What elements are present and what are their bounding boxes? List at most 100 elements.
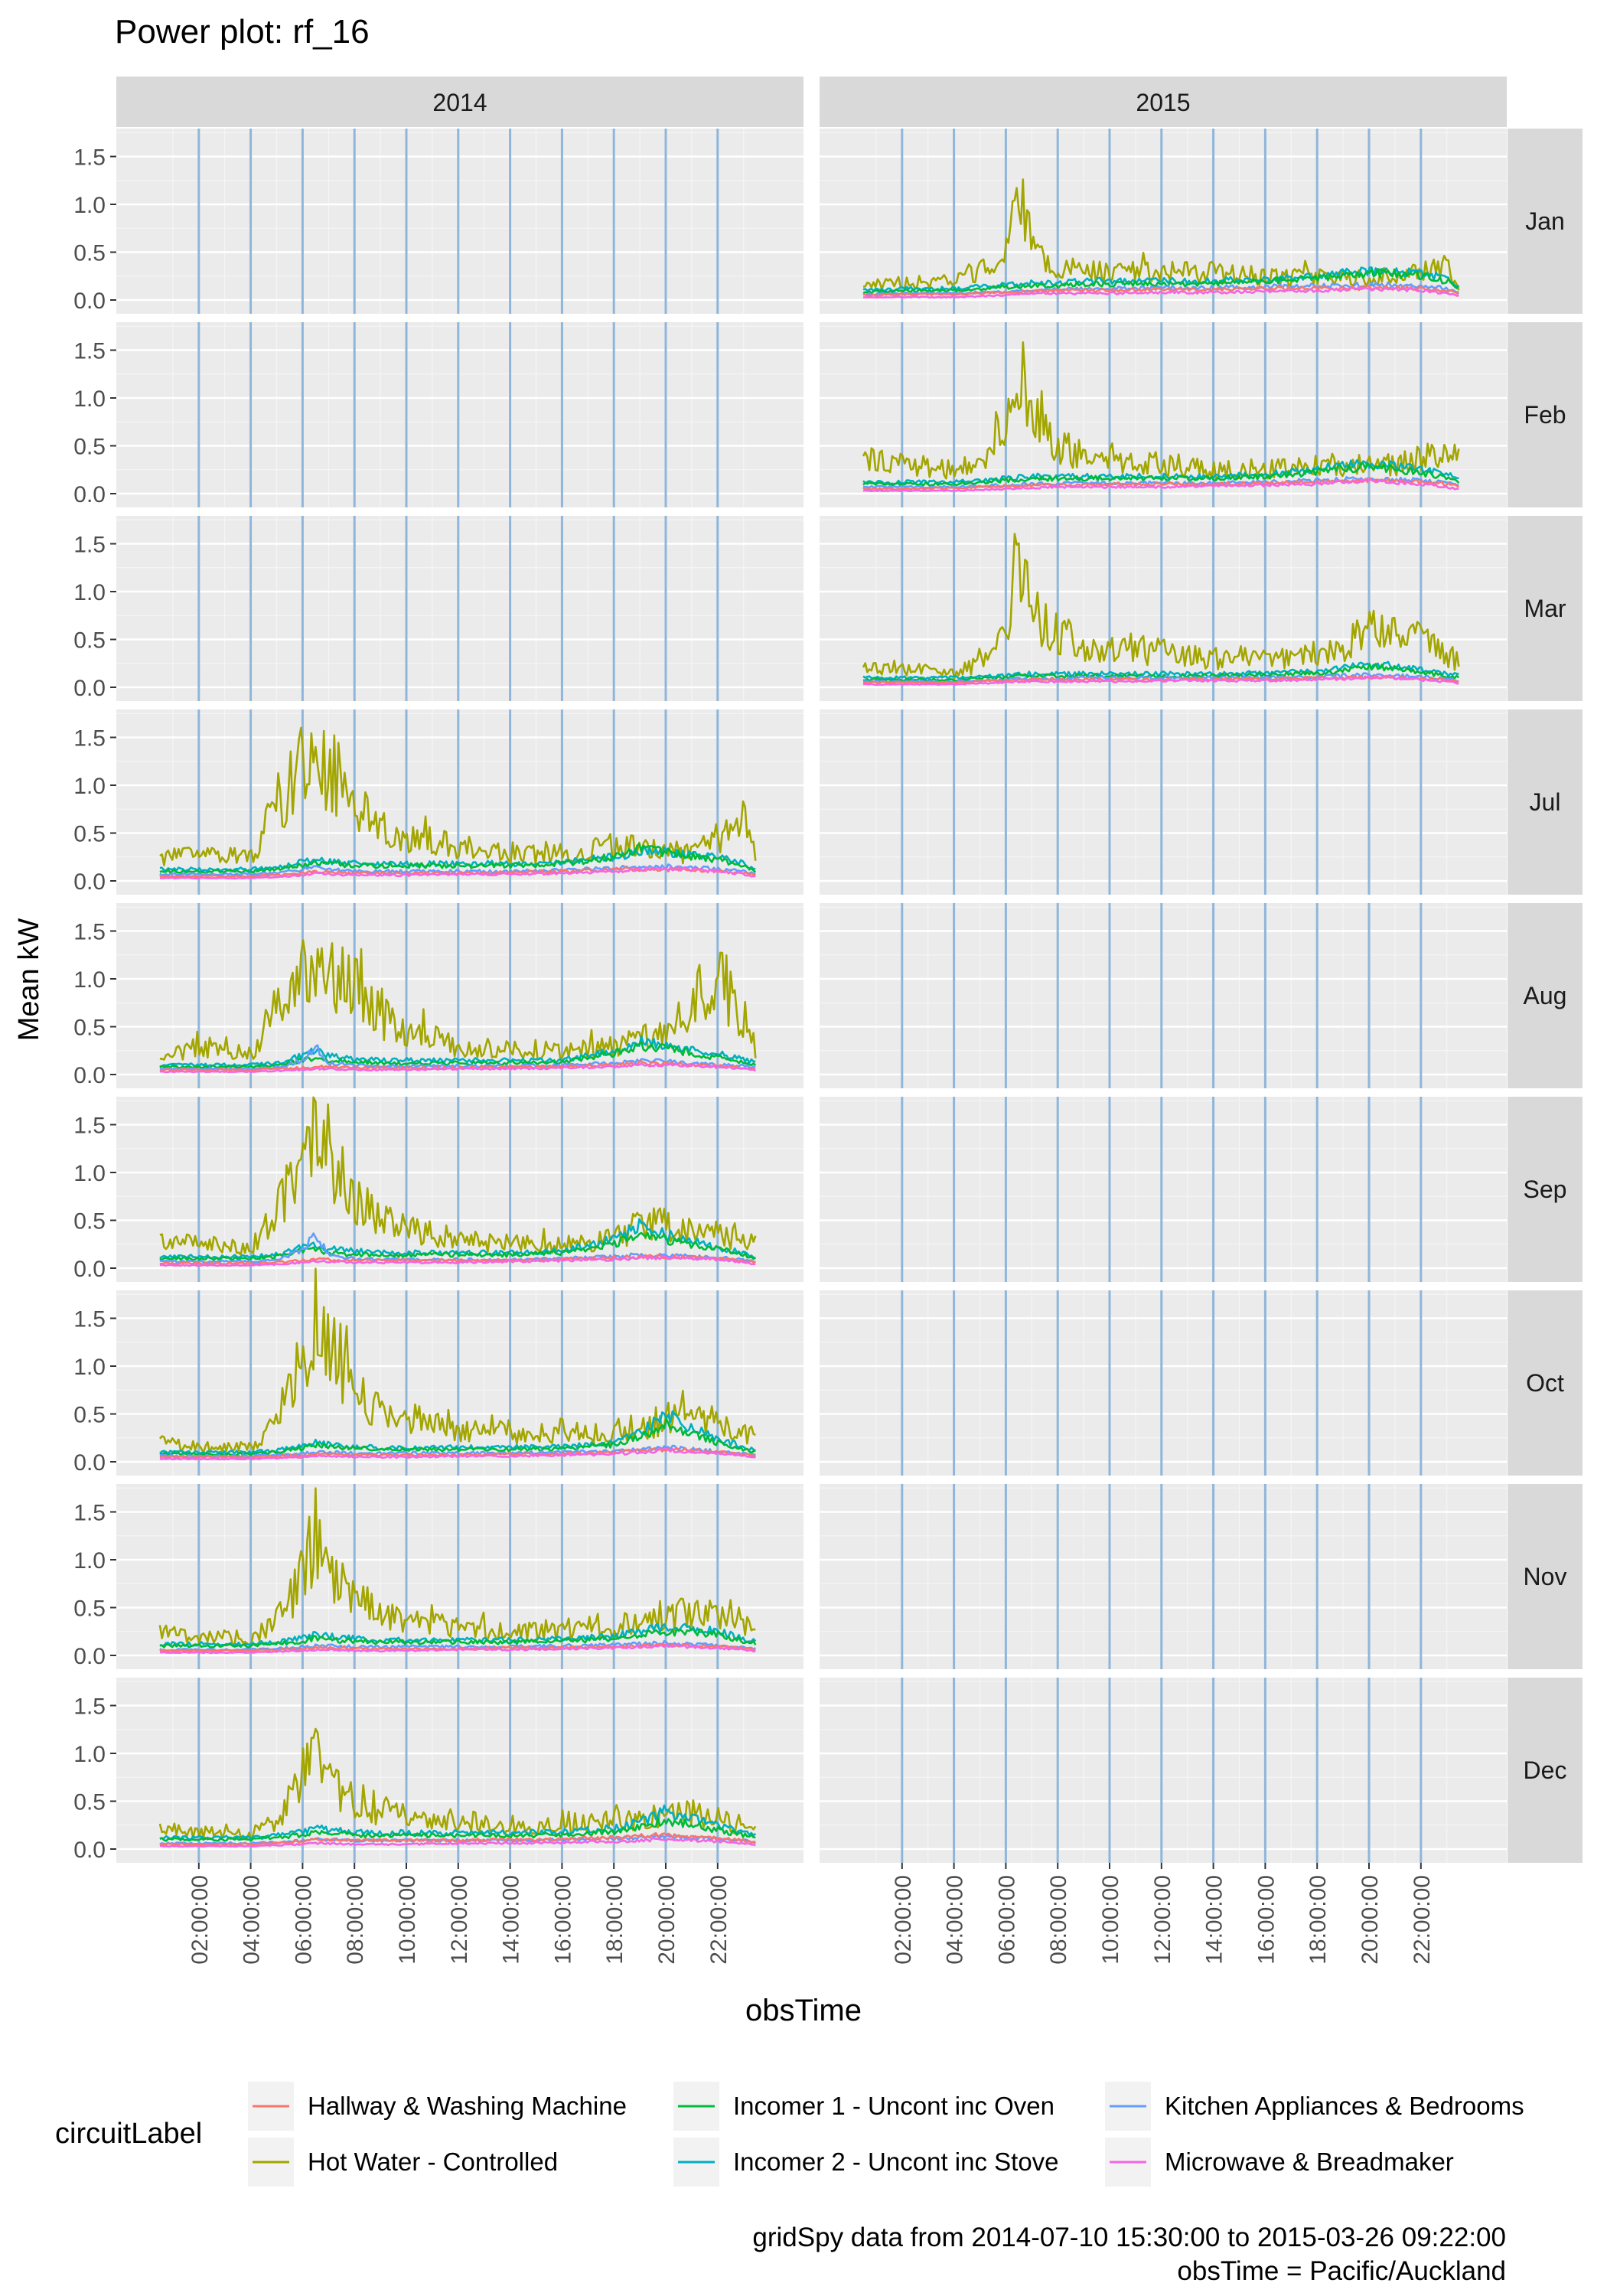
facet-strip-label: 2015 <box>1136 89 1190 116</box>
x-tick-label: 06:00:00 <box>994 1875 1019 1965</box>
series-line-incomer1 <box>159 1417 756 1456</box>
x-tick-label: 22:00:00 <box>706 1875 732 1965</box>
panel-2015-Aug <box>820 903 1507 1088</box>
caption-line-1: gridSpy data from 2014-07-10 15:30:00 to… <box>752 2223 1506 2252</box>
y-tick-label: 0.0 <box>73 1257 106 1282</box>
panel-2014-Aug <box>116 903 804 1088</box>
y-tick-label: 0.5 <box>73 1016 106 1041</box>
series-line-incomer2 <box>159 1623 757 1647</box>
series-line-hot_water <box>158 1267 756 1454</box>
y-tick-label: 1.5 <box>73 145 106 171</box>
series-line-kitchen <box>862 672 1459 683</box>
x-tick-label: 22:00:00 <box>1410 1875 1435 1965</box>
y-tick-label: 1.5 <box>73 1501 106 1526</box>
y-tick-label: 1.0 <box>73 1161 106 1186</box>
panel-2014-Sep <box>116 1096 804 1282</box>
y-tick-label: 1.0 <box>73 580 106 605</box>
panel-2014-Jul <box>116 709 804 895</box>
y-tick-label: 0.0 <box>73 1644 106 1669</box>
series-line-kitchen <box>159 863 756 876</box>
series-line-hot_water <box>159 1096 757 1256</box>
panel-background <box>820 1484 1507 1669</box>
x-tick-label: 16:00:00 <box>550 1875 575 1965</box>
panel-background <box>116 1290 804 1476</box>
y-tick-label: 1.0 <box>73 193 106 218</box>
panel-2014-Dec <box>116 1678 804 1863</box>
panel-background <box>116 516 804 701</box>
y-tick-label: 0.5 <box>73 241 106 266</box>
panel-2014-Mar <box>116 516 804 701</box>
series-line-hallway <box>862 284 1459 297</box>
panel-2014-Oct <box>116 1267 804 1476</box>
facet-strip-month <box>1508 1678 1583 1863</box>
y-tick-label: 1.5 <box>73 920 106 945</box>
facet-strip-month <box>1508 1097 1583 1282</box>
legend-label: Kitchen Appliances & Bedrooms <box>1165 2092 1524 2120</box>
series-line-microwave <box>159 1837 756 1848</box>
panel-background <box>116 903 804 1088</box>
series-line-microwave <box>159 1447 756 1461</box>
x-tick-label: 10:00:00 <box>395 1875 420 1965</box>
legend-title: circuitLabel <box>55 2118 202 2150</box>
legend-label: Microwave & Breadmaker <box>1165 2148 1454 2176</box>
caption-line-2: obsTime = Pacific/Auckland <box>1177 2256 1506 2286</box>
x-tick-label: 06:00:00 <box>291 1875 316 1965</box>
facet-strip-year <box>116 77 804 127</box>
x-tick-label: 08:00:00 <box>1046 1875 1071 1965</box>
series-line-hallway <box>159 1254 756 1266</box>
facet-strip-month <box>1508 322 1583 507</box>
facet-strip-label: Jan <box>1525 207 1565 235</box>
series-line-hot_water <box>862 533 1460 680</box>
series-line-incomer1 <box>862 663 1460 682</box>
panel-2014-Jan <box>116 129 804 314</box>
legend-label: Incomer 1 - Uncont inc Oven <box>733 2092 1054 2120</box>
legend-label: Incomer 2 - Uncont inc Stove <box>733 2148 1059 2176</box>
panel-background <box>820 709 1507 895</box>
facet-strip-label: Jul <box>1530 788 1561 816</box>
x-tick-label: 12:00:00 <box>1150 1875 1175 1965</box>
y-tick-label: 1.5 <box>73 533 106 558</box>
series-line-incomer2 <box>862 458 1459 485</box>
y-tick-label: 0.5 <box>73 1790 106 1815</box>
y-tick-label: 1.0 <box>73 967 106 993</box>
x-tick-label: 18:00:00 <box>1305 1875 1331 1965</box>
facet-strips: 2014 2015 Jan Feb Mar Jul Aug Sep Oct Nov Dec <box>116 77 1583 1863</box>
panel-background <box>820 1678 1507 1863</box>
series-line-incomer1 <box>159 1040 757 1069</box>
series-line-hot_water <box>158 1727 757 1841</box>
panel-2015-Sep <box>820 1097 1507 1282</box>
series-line-incomer2 <box>159 1035 756 1068</box>
series-line-kitchen <box>159 1444 756 1458</box>
y-tick-label: 1.0 <box>73 774 106 799</box>
panel-2015-Dec <box>820 1678 1507 1863</box>
series-line-hot_water <box>862 341 1460 480</box>
y-axes: 0.0 0.5 1.0 1.5 0.0 0.5 1.0 1.5 0.0 0.5 1.0 1.5 0.0 0… <box>73 145 116 1863</box>
y-tick-label: 0.5 <box>73 1596 106 1622</box>
series-line-microwave <box>159 1255 756 1267</box>
panel-background <box>820 1097 1507 1282</box>
y-tick-label: 1.5 <box>73 726 106 752</box>
panel-background <box>820 903 1507 1088</box>
facet-strip-month <box>1508 516 1583 701</box>
facet-strip-label: Oct <box>1526 1369 1564 1397</box>
y-tick-label: 0.0 <box>73 676 106 701</box>
series-line-incomer1 <box>159 1231 756 1261</box>
x-tick-label: 20:00:00 <box>1358 1875 1383 1965</box>
x-axes: 02:00:00 04:00:00 06:00:00 08:00:00 10:00:00… <box>187 1863 1435 1965</box>
facet-strip-month <box>1508 1484 1583 1669</box>
y-tick-label: 0.5 <box>73 1403 106 1428</box>
y-tick-label: 1.0 <box>73 1355 106 1380</box>
series-line-microwave <box>159 1062 757 1074</box>
series-line-incomer2 <box>159 1804 757 1841</box>
y-tick-label: 1.0 <box>73 386 106 412</box>
y-tick-label: 0.0 <box>73 289 106 314</box>
panel-2015-Oct <box>820 1290 1507 1476</box>
y-tick-label: 0.5 <box>73 1209 106 1234</box>
legend-label: Hallway & Washing Machine <box>308 2092 627 2120</box>
x-tick-label: 14:00:00 <box>499 1875 524 1965</box>
x-axis-title: obsTime <box>745 1994 862 2027</box>
facet-strip-month <box>1508 1290 1583 1476</box>
panel-background <box>116 322 804 507</box>
y-tick-label: 0.0 <box>73 869 106 895</box>
